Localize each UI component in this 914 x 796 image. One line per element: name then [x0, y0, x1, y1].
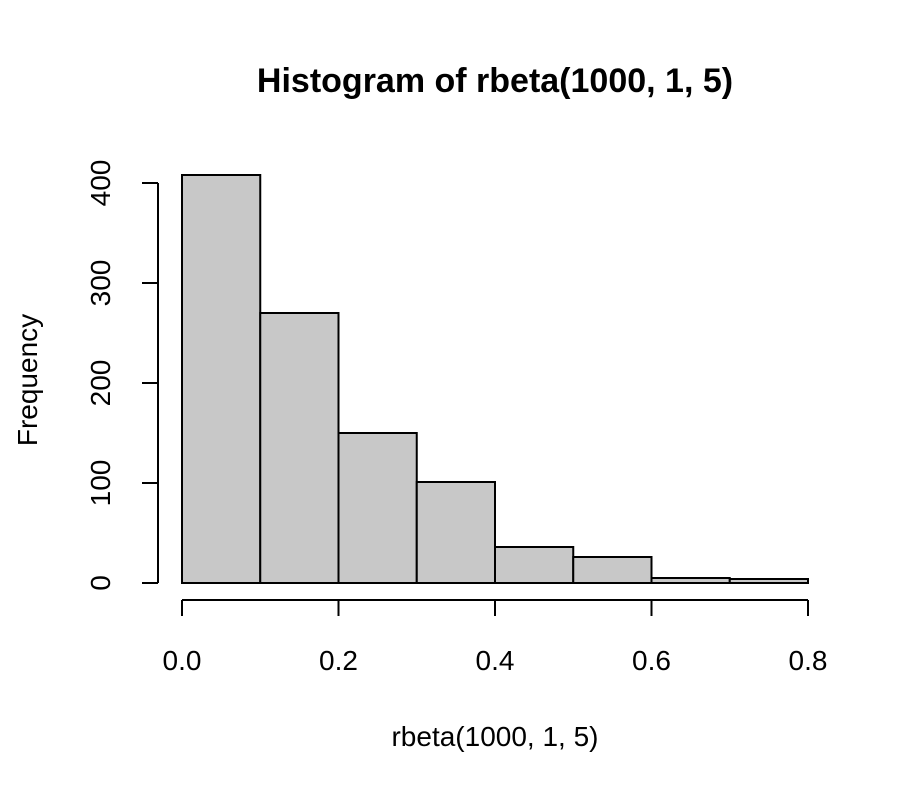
chart-title: Histogram of rbeta(1000, 1, 5)	[257, 62, 733, 100]
y-axis: 0 100 200 300 400	[85, 160, 159, 591]
histogram-bar	[728, 578, 809, 584]
x-axis-label: rbeta(1000, 1, 5)	[391, 721, 598, 752]
histogram-bar	[650, 577, 731, 584]
x-tick-label: 0.4	[476, 645, 515, 676]
histogram-bar	[572, 556, 653, 584]
histogram-bar	[337, 432, 418, 584]
x-axis: 0.0 0.2 0.4 0.6 0.8	[163, 599, 828, 676]
bars-layer	[181, 174, 809, 584]
y-tick-label: 300	[85, 260, 116, 307]
x-tick-label: 0.0	[163, 645, 202, 676]
y-tick-label: 0	[85, 575, 116, 591]
histogram-bar	[259, 312, 340, 584]
y-tick-label: 400	[85, 160, 116, 207]
y-axis-label: Frequency	[12, 314, 43, 446]
histogram-bar	[181, 174, 262, 584]
y-tick-label: 100	[85, 460, 116, 507]
histogram-bar	[415, 481, 496, 584]
x-tick-label: 0.2	[319, 645, 358, 676]
y-tick-label: 200	[85, 360, 116, 407]
histogram-bar	[494, 546, 575, 584]
x-tick-label: 0.8	[789, 645, 828, 676]
x-tick-label: 0.6	[632, 645, 671, 676]
